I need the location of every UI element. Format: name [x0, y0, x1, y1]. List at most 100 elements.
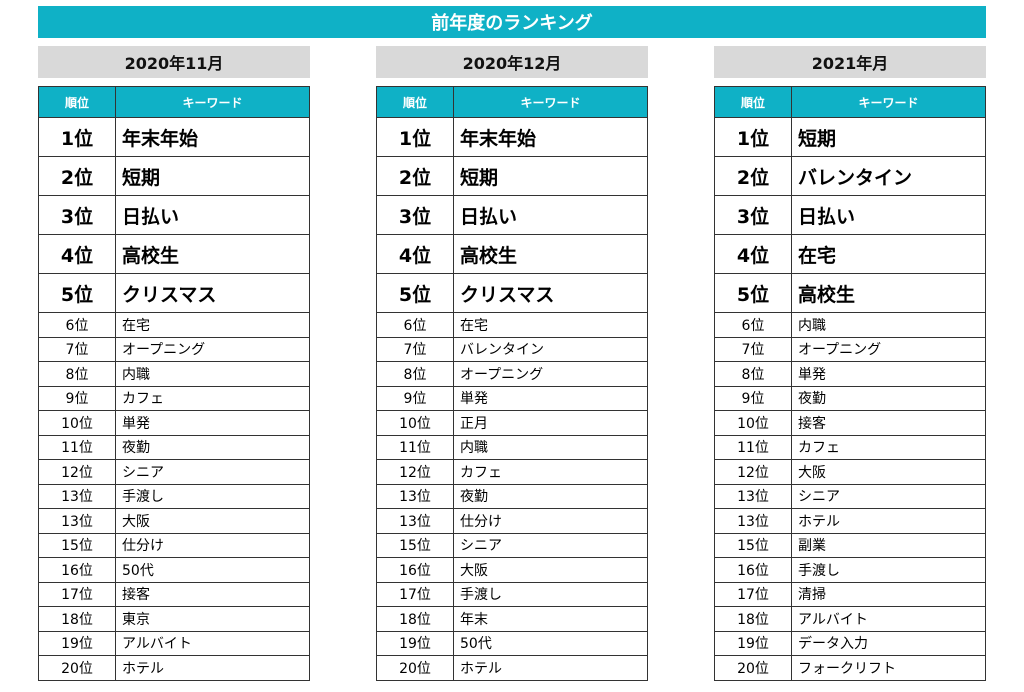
table-row: 11位 カフェ	[714, 434, 986, 460]
rank-cell: 13位	[38, 483, 116, 509]
rank-cell: 3位	[714, 195, 792, 235]
rank-cell: 20位	[38, 655, 116, 681]
keyword-cell: クリスマス	[115, 273, 310, 313]
keyword-cell: 大阪	[115, 508, 310, 534]
rank-cell: 1位	[38, 117, 116, 157]
rank-cell: 4位	[376, 234, 454, 274]
keyword-cell: 短期	[791, 117, 986, 157]
rank-cell: 11位	[376, 434, 454, 460]
keyword-cell: 副業	[791, 532, 986, 558]
table-row: 5位 クリスマス	[38, 273, 310, 313]
rank-cell: 17位	[38, 581, 116, 607]
rank-cell: 20位	[376, 655, 454, 681]
keyword-cell: シニア	[453, 532, 648, 558]
ranking-column-dec-2020: 2020年12月 順位 キーワード 1位 年末年始 2位 短期 3位 日払い 4位 高校生 5位…	[376, 46, 648, 681]
table-row: 1位 年末年始	[38, 117, 310, 157]
keyword-cell: 東京	[115, 606, 310, 632]
table-row: 2位 短期	[376, 156, 648, 196]
keyword-cell: 日払い	[791, 195, 986, 235]
rank-cell: 1位	[376, 117, 454, 157]
rank-cell: 20位	[714, 655, 792, 681]
keyword-cell: クリスマス	[453, 273, 648, 313]
rank-cell: 11位	[38, 434, 116, 460]
rank-cell: 9位	[38, 385, 116, 411]
keyword-cell: 単発	[453, 385, 648, 411]
keyword-cell: カフェ	[115, 385, 310, 411]
keyword-cell: 大阪	[791, 459, 986, 485]
keyword-cell: 単発	[791, 361, 986, 387]
rank-cell: 12位	[714, 459, 792, 485]
rank-cell: 3位	[38, 195, 116, 235]
keyword-cell: 日払い	[115, 195, 310, 235]
rank-cell: 8位	[38, 361, 116, 387]
keyword-cell: アルバイト	[115, 630, 310, 656]
table-row: 9位 カフェ	[38, 385, 310, 411]
keyword-cell: データ入力	[791, 630, 986, 656]
rank-cell: 16位	[714, 557, 792, 583]
table-row: 5位 高校生	[714, 273, 986, 313]
keyword-cell: 在宅	[791, 234, 986, 274]
keyword-cell: シニア	[115, 459, 310, 485]
table-row: 3位 日払い	[376, 195, 648, 235]
page-title: 前年度のランキング	[38, 6, 986, 38]
table-row: 15位 副業	[714, 532, 986, 558]
keyword-cell: 在宅	[115, 312, 310, 338]
keyword-cell: 50代	[115, 557, 310, 583]
rank-cell: 18位	[38, 606, 116, 632]
rank-cell: 13位	[714, 508, 792, 534]
keyword-cell: ホテル	[453, 655, 648, 681]
keyword-cell: 50代	[453, 630, 648, 656]
table-row: 13位 夜勤	[376, 483, 648, 509]
ranking-column-nov-2020: 2020年11月 順位 キーワード 1位 年末年始 2位 短期 3位 日払い 4位 高校生 5位…	[38, 46, 310, 681]
table-row: 17位 手渡し	[376, 581, 648, 607]
keyword-cell: 日払い	[453, 195, 648, 235]
table-row: 13位 大阪	[38, 508, 310, 534]
table-row: 19位 アルバイト	[38, 630, 310, 656]
table-row: 18位 東京	[38, 606, 310, 632]
rank-cell: 18位	[714, 606, 792, 632]
table-row: 7位 バレンタイン	[376, 336, 648, 362]
rank-cell: 8位	[714, 361, 792, 387]
rank-cell: 4位	[714, 234, 792, 274]
keyword-cell: 大阪	[453, 557, 648, 583]
table-row: 11位 夜勤	[38, 434, 310, 460]
table-row: 6位 在宅	[376, 312, 648, 338]
table-row: 3位 日払い	[714, 195, 986, 235]
table-row: 20位 ホテル	[376, 655, 648, 681]
table-row: 12位 カフェ	[376, 459, 648, 485]
keyword-cell: 夜勤	[115, 434, 310, 460]
keyword-cell: 高校生	[115, 234, 310, 274]
ranking-rows: 1位 年末年始 2位 短期 3位 日払い 4位 高校生 5位 クリスマス 6位 在宅 7位 バレンタイン 8…	[376, 117, 648, 681]
table-row: 16位 手渡し	[714, 557, 986, 583]
table-row: 16位 大阪	[376, 557, 648, 583]
keyword-cell: カフェ	[453, 459, 648, 485]
keyword-cell: 夜勤	[453, 483, 648, 509]
rank-cell: 3位	[376, 195, 454, 235]
rank-cell: 19位	[376, 630, 454, 656]
keyword-cell: 夜勤	[791, 385, 986, 411]
table-row: 8位 内職	[38, 361, 310, 387]
table-row: 5位 クリスマス	[376, 273, 648, 313]
table-header-row: 順位 キーワード	[376, 86, 648, 118]
rank-column-header: 順位	[376, 86, 454, 118]
rank-cell: 12位	[38, 459, 116, 485]
rank-cell: 2位	[376, 156, 454, 196]
keyword-cell: 清掃	[791, 581, 986, 607]
rank-cell: 13位	[38, 508, 116, 534]
table-row: 17位 接客	[38, 581, 310, 607]
rank-cell: 15位	[38, 532, 116, 558]
keyword-cell: ホテル	[115, 655, 310, 681]
rank-cell: 7位	[38, 336, 116, 362]
rank-cell: 7位	[714, 336, 792, 362]
keyword-cell: シニア	[791, 483, 986, 509]
table-row: 17位 清掃	[714, 581, 986, 607]
rank-cell: 6位	[38, 312, 116, 338]
keyword-cell: 内職	[115, 361, 310, 387]
keyword-cell: 接客	[115, 581, 310, 607]
keyword-cell: 年末年始	[115, 117, 310, 157]
month-label: 2020年12月	[376, 46, 648, 78]
table-row: 9位 単発	[376, 385, 648, 411]
table-row: 9位 夜勤	[714, 385, 986, 411]
table-row: 13位 仕分け	[376, 508, 648, 534]
keyword-cell: 短期	[115, 156, 310, 196]
